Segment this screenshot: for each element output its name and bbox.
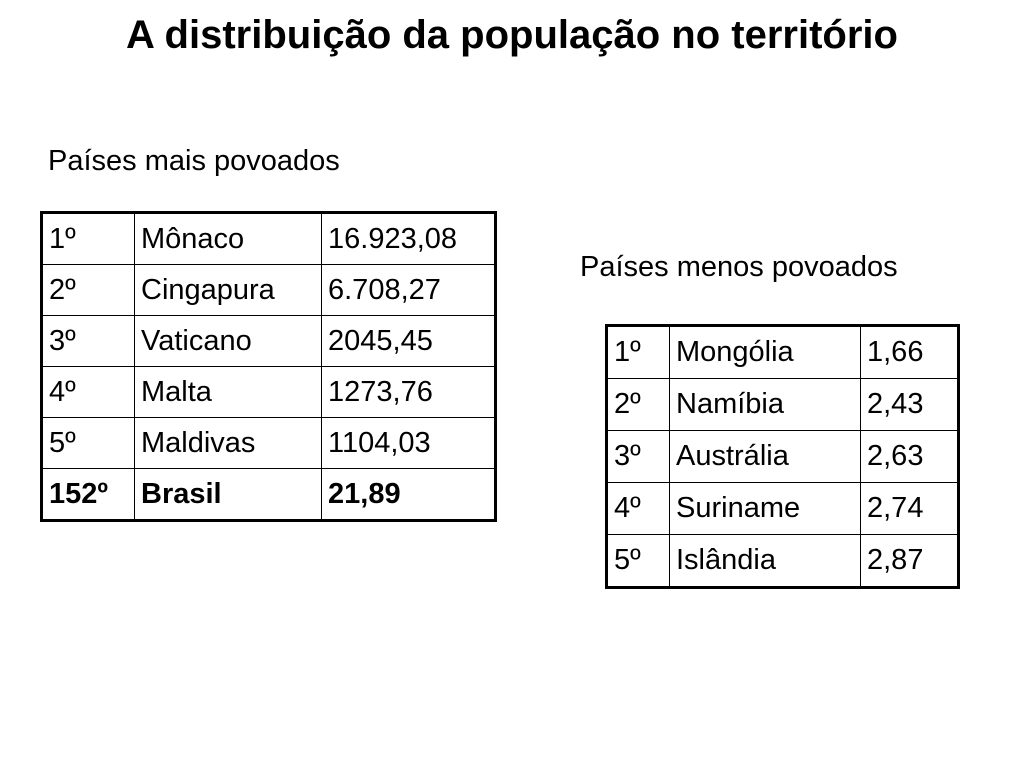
least-populated-table: 1º Mongólia 1,66 2º Namíbia 2,43 3º Aust…	[605, 324, 960, 589]
country-cell: Mônaco	[134, 213, 322, 265]
table-row: 1º Mongólia 1,66	[607, 326, 958, 379]
rank-cell: 3º	[42, 315, 135, 367]
rank-cell: 5º	[607, 534, 670, 587]
country-cell: Cingapura	[134, 264, 322, 316]
table-row: 1º Mônaco 16.923,08	[42, 213, 495, 265]
value-cell: 6.708,27	[321, 264, 495, 316]
country-cell: Namíbia	[669, 378, 861, 431]
table-row: 4º Suriname 2,74	[607, 482, 958, 535]
country-cell: Malta	[134, 366, 322, 418]
table-row: 2º Namíbia 2,43	[607, 378, 958, 431]
table-row-highlight: 152º Brasil 21,89	[42, 468, 495, 520]
rank-cell: 152º	[42, 468, 135, 520]
table-row: 4º Malta 1273,76	[42, 366, 495, 418]
table-row: 2º Cingapura 6.708,27	[42, 264, 495, 316]
value-cell: 2,43	[860, 378, 958, 431]
rank-cell: 1º	[607, 326, 670, 379]
rank-cell: 1º	[42, 213, 135, 265]
table-row: 5º Islândia 2,87	[607, 534, 958, 587]
rank-cell: 2º	[42, 264, 135, 316]
value-cell: 2045,45	[321, 315, 495, 367]
country-cell: Austrália	[669, 430, 861, 483]
most-populated-caption: Países mais povoados	[48, 145, 340, 177]
value-cell: 2,63	[860, 430, 958, 483]
country-cell: Mongólia	[669, 326, 861, 379]
rank-cell: 2º	[607, 378, 670, 431]
country-cell: Vaticano	[134, 315, 322, 367]
value-cell: 1104,03	[321, 417, 495, 469]
table-row: 3º Vaticano 2045,45	[42, 315, 495, 367]
country-cell: Islândia	[669, 534, 861, 587]
value-cell: 1273,76	[321, 366, 495, 418]
rank-cell: 5º	[42, 417, 135, 469]
country-cell: Brasil	[134, 468, 322, 520]
value-cell: 2,74	[860, 482, 958, 535]
table-row: 3º Austrália 2,63	[607, 430, 958, 483]
value-cell: 16.923,08	[321, 213, 495, 265]
least-populated-caption: Países menos povoados	[580, 251, 898, 283]
country-cell: Maldivas	[134, 417, 322, 469]
value-cell: 21,89	[321, 468, 495, 520]
country-cell: Suriname	[669, 482, 861, 535]
value-cell: 1,66	[860, 326, 958, 379]
most-populated-table: 1º Mônaco 16.923,08 2º Cingapura 6.708,2…	[40, 211, 497, 522]
value-cell: 2,87	[860, 534, 958, 587]
table-row: 5º Maldivas 1104,03	[42, 417, 495, 469]
page-title: A distribuição da população no territóri…	[126, 13, 898, 57]
rank-cell: 3º	[607, 430, 670, 483]
rank-cell: 4º	[42, 366, 135, 418]
rank-cell: 4º	[607, 482, 670, 535]
